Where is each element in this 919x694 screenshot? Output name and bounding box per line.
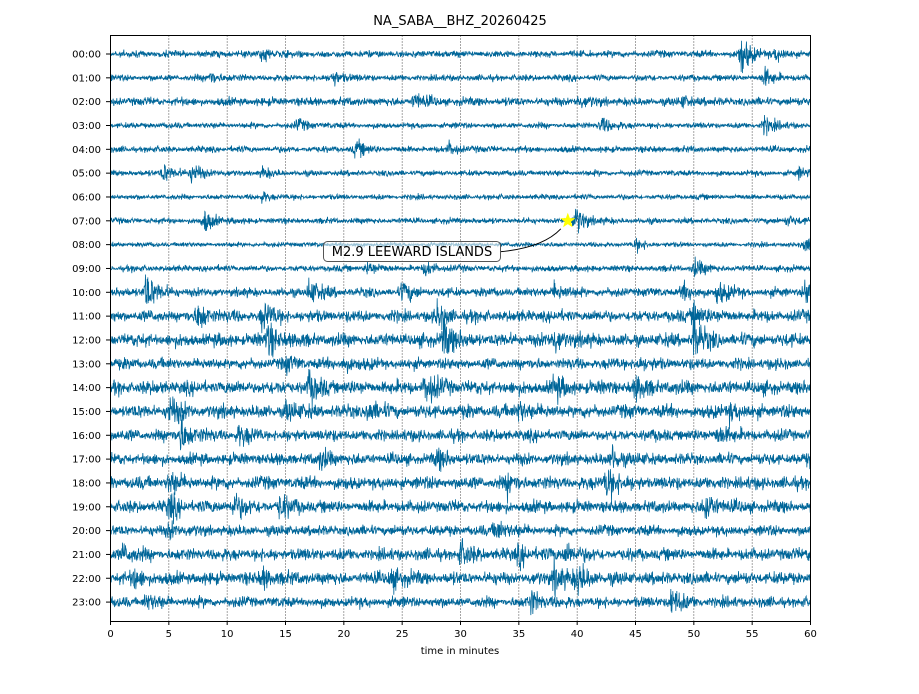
x-tick-label: 25 bbox=[396, 629, 409, 640]
x-tick-label: 45 bbox=[629, 629, 642, 640]
row-time-label: 14:00 bbox=[72, 383, 101, 394]
row-time-label: 00:00 bbox=[72, 50, 101, 61]
x-tick-label: 60 bbox=[804, 629, 817, 640]
trace-row-1500 bbox=[110, 396, 811, 430]
annotation-label: M2.9 LEEWARD ISLANDS bbox=[332, 245, 492, 260]
x-tick-label: 30 bbox=[454, 629, 467, 640]
row-time-label: 16:00 bbox=[72, 431, 101, 442]
x-tick-label: 35 bbox=[512, 629, 525, 640]
row-time-label: 21:00 bbox=[72, 550, 101, 561]
annotation-arrow bbox=[499, 228, 562, 253]
trace-row-0700 bbox=[110, 208, 811, 234]
x-axis-label: time in minutes bbox=[421, 646, 500, 657]
trace-row-1200 bbox=[110, 315, 811, 358]
trace-row-2200 bbox=[110, 552, 811, 598]
annotation-box bbox=[323, 241, 501, 262]
row-time-label: 17:00 bbox=[72, 455, 101, 466]
trace-row-0600 bbox=[110, 191, 811, 204]
trace-row-0500 bbox=[110, 164, 811, 184]
x-tick-label: 5 bbox=[166, 629, 172, 640]
chart-title: NA_SABA__BHZ_20260425 bbox=[373, 14, 547, 29]
x-tick-label: 15 bbox=[279, 629, 292, 640]
row-time-label: 23:00 bbox=[72, 598, 101, 609]
row-time-label: 22:00 bbox=[72, 574, 101, 585]
event-annotation: M2.9 LEEWARD ISLANDS bbox=[323, 212, 576, 262]
trace-row-2000 bbox=[110, 520, 811, 541]
row-time-label: 10:00 bbox=[72, 288, 101, 299]
trace-row-1800 bbox=[110, 469, 811, 504]
row-time-label: 09:00 bbox=[72, 264, 101, 275]
grid-lines bbox=[168, 35, 753, 622]
event-star-icon bbox=[560, 212, 576, 228]
row-time-label: 02:00 bbox=[72, 97, 101, 108]
row-time-label: 13:00 bbox=[72, 359, 101, 370]
row-time-label: 08:00 bbox=[72, 240, 101, 251]
trace-row-1700 bbox=[110, 444, 811, 472]
row-time-label: 18:00 bbox=[72, 478, 101, 489]
y-axis-ticks: 00:00 01:00 02:00 03:00 04:00 05:00 06:00 07:00… bbox=[72, 50, 111, 609]
trace-row-1600 bbox=[110, 414, 811, 451]
trace-row-0300 bbox=[110, 115, 811, 137]
trace-row-0000 bbox=[110, 40, 811, 74]
x-tick-label: 10 bbox=[221, 629, 234, 640]
row-time-label: 11:00 bbox=[72, 312, 101, 323]
row-time-label: 19:00 bbox=[72, 502, 101, 513]
row-time-label: 01:00 bbox=[72, 73, 101, 84]
x-tick-label: 50 bbox=[687, 629, 700, 640]
x-tick-label: 40 bbox=[571, 629, 584, 640]
x-tick-label: 0 bbox=[107, 629, 113, 640]
seismic-traces bbox=[110, 40, 811, 616]
row-time-label: 20:00 bbox=[72, 526, 101, 537]
trace-row-2100 bbox=[110, 538, 811, 572]
trace-row-1400 bbox=[110, 368, 811, 408]
plot-frame bbox=[110, 35, 811, 622]
trace-row-1300 bbox=[110, 355, 811, 376]
row-time-label: 03:00 bbox=[72, 121, 101, 132]
x-axis-ticks: 0 5 10 15 20 25 30 35 40 45 50 55 60 bbox=[107, 621, 817, 640]
x-tick-label: 20 bbox=[337, 629, 350, 640]
trace-row-0200 bbox=[110, 93, 811, 109]
row-time-label: 04:00 bbox=[72, 145, 101, 156]
trace-row-1000 bbox=[110, 274, 811, 304]
row-time-label: 07:00 bbox=[72, 216, 101, 227]
trace-row-2300 bbox=[110, 588, 811, 616]
row-time-label: 06:00 bbox=[72, 192, 101, 203]
trace-row-1100 bbox=[110, 298, 811, 335]
trace-row-0100 bbox=[110, 65, 811, 87]
row-time-label: 12:00 bbox=[72, 335, 101, 346]
row-time-label: 05:00 bbox=[72, 169, 101, 180]
trace-row-0400 bbox=[110, 138, 811, 159]
trace-row-1900 bbox=[110, 492, 811, 525]
row-time-label: 15:00 bbox=[72, 407, 101, 418]
trace-row-0900 bbox=[110, 256, 811, 278]
x-tick-label: 55 bbox=[746, 629, 759, 640]
